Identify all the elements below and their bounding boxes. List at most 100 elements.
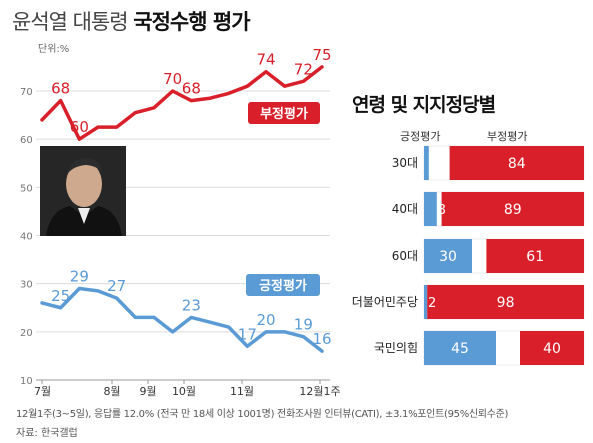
positive-bar xyxy=(424,239,472,273)
negative-data-point xyxy=(40,118,44,122)
y-tick-label: 40 xyxy=(20,232,33,243)
negative-data-point xyxy=(301,79,305,83)
y-tick-label: 10 xyxy=(20,376,33,387)
chart-title: 윤석열 대통령 국정수행 평가 xyxy=(12,6,251,36)
positive-series-tag-label: 긍정평가 xyxy=(259,278,307,294)
chart-title-light: 윤석열 대통령 xyxy=(12,10,129,34)
column-header-positive: 긍정평가 xyxy=(400,130,441,143)
positive-data-point xyxy=(208,320,212,324)
positive-data-point xyxy=(301,335,305,339)
positive-value-label: 23 xyxy=(182,296,201,314)
negative-value-label: 68 xyxy=(182,80,201,98)
positive-data-point xyxy=(77,286,81,290)
negative-value-label: 70 xyxy=(163,70,182,88)
positive-bar xyxy=(424,331,496,365)
negative-data-point xyxy=(171,89,175,93)
negative-data-point xyxy=(245,84,249,88)
negative-data-point xyxy=(264,70,268,74)
positive-value-label: 27 xyxy=(107,277,126,295)
negative-bar-value: 84 xyxy=(508,156,526,172)
positive-value-label: 20 xyxy=(256,311,275,329)
negative-data-point xyxy=(283,84,287,88)
positive-data-point xyxy=(283,330,287,334)
category-label: 국민의힘 xyxy=(374,341,418,355)
negative-data-point xyxy=(115,125,119,129)
positive-data-point xyxy=(227,325,231,329)
negative-series-tag xyxy=(248,102,320,124)
y-tick-label: 20 xyxy=(20,328,33,339)
category-label: 60대 xyxy=(392,249,418,263)
negative-bar-value: 61 xyxy=(526,249,544,265)
positive-bar-value: 45 xyxy=(451,341,469,357)
positive-data-point xyxy=(40,301,44,305)
positive-series-line xyxy=(40,286,324,353)
positive-bar xyxy=(424,146,429,180)
positive-data-point xyxy=(264,330,268,334)
negative-data-point xyxy=(133,111,137,115)
y-tick-label: 50 xyxy=(20,183,33,194)
x-tick-label: 7월 xyxy=(34,385,51,398)
positive-bar xyxy=(424,285,428,319)
positive-value-label: 29 xyxy=(70,267,89,285)
negative-bar xyxy=(449,146,584,180)
negative-data-point xyxy=(152,106,156,110)
y-tick-label: 60 xyxy=(20,135,33,146)
x-tick-label: 10월 xyxy=(172,385,196,398)
negative-data-point xyxy=(77,137,81,141)
chart-title-bold: 국정수행 평가 xyxy=(133,10,250,34)
positive-value-label: 17 xyxy=(238,325,257,343)
negative-series-line xyxy=(40,65,324,141)
negative-value-label: 60 xyxy=(70,118,89,136)
positive-data-point xyxy=(133,315,137,319)
y-tick-label: 70 xyxy=(20,87,33,98)
negative-bar xyxy=(486,239,584,273)
category-label: 더불어민주당 xyxy=(352,295,418,309)
negative-data-point xyxy=(189,99,193,103)
negative-bar-value: 98 xyxy=(497,295,515,311)
bar-chart-title: 연령 및 지지정당별 xyxy=(352,94,496,116)
positive-bar xyxy=(424,192,437,226)
negative-bar xyxy=(441,192,584,226)
positive-bar-value: 30 xyxy=(439,249,457,265)
negative-value-label: 72 xyxy=(294,60,313,78)
x-tick-label: 11월 xyxy=(230,385,254,398)
positive-bar-value: 3 xyxy=(430,157,438,172)
negative-data-point xyxy=(320,65,324,69)
negative-bar-value: 89 xyxy=(504,202,522,218)
positive-data-point xyxy=(96,289,100,293)
president-photo xyxy=(40,146,126,236)
x-tick-label: 9월 xyxy=(139,385,156,398)
positive-bar-value: 8 xyxy=(438,203,446,218)
positive-data-point xyxy=(152,315,156,319)
positive-data-point xyxy=(171,330,175,334)
negative-bar xyxy=(520,331,584,365)
source-note: 자료: 한국갤럽 xyxy=(16,428,78,439)
column-header-negative: 부정평가 xyxy=(487,130,528,143)
positive-data-point xyxy=(189,315,193,319)
positive-value-label: 16 xyxy=(312,330,331,348)
negative-series-tag-label: 부정평가 xyxy=(260,106,308,122)
positive-value-label: 19 xyxy=(294,316,313,334)
negative-value-label: 74 xyxy=(256,51,275,69)
category-label: 30대 xyxy=(392,156,418,170)
x-tick-label: 8월 xyxy=(103,385,120,398)
negative-data-point xyxy=(227,91,231,95)
positive-series-tag xyxy=(246,274,320,296)
negative-value-label: 68 xyxy=(51,80,70,98)
positive-data-point xyxy=(115,296,119,300)
positive-data-point xyxy=(245,344,249,348)
y-tick-label: 30 xyxy=(20,280,33,291)
negative-bar-value: 40 xyxy=(543,341,561,357)
portrait-icon xyxy=(40,146,126,236)
negative-value-label: 75 xyxy=(312,46,331,64)
negative-data-point xyxy=(208,96,212,100)
negative-bar xyxy=(427,285,584,319)
positive-value-label: 25 xyxy=(51,287,70,305)
positive-data-point xyxy=(59,306,63,310)
category-label: 40대 xyxy=(392,202,418,216)
x-tick-label: 12월1주 xyxy=(299,385,340,398)
unit-label: 단위:% xyxy=(38,44,70,55)
negative-data-point xyxy=(96,125,100,129)
